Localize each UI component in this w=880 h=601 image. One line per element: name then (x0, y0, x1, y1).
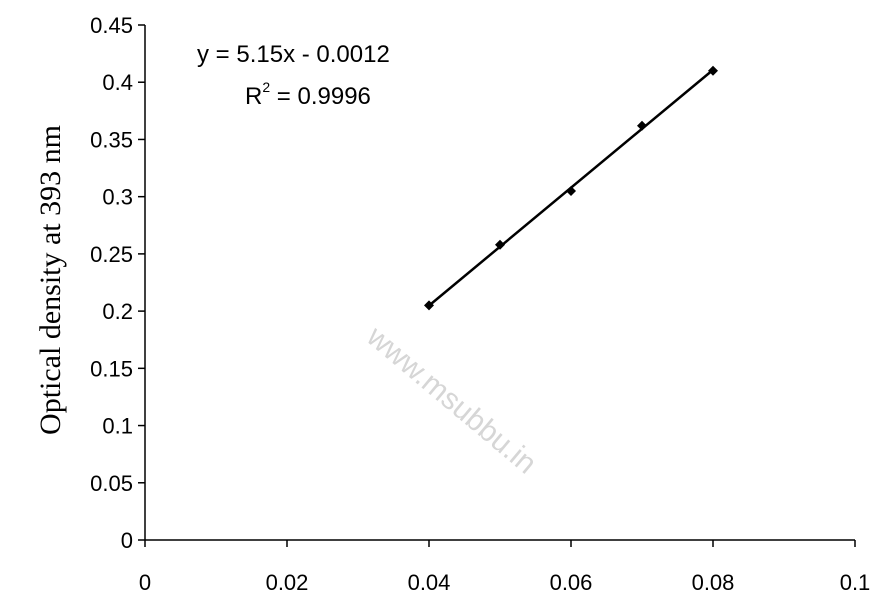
x-tick-label: 0 (139, 570, 151, 595)
y-tick-label: 0.05 (90, 471, 133, 496)
r-squared-label: R2 = 0.9996 (245, 79, 371, 110)
x-tick-label: 0.1 (840, 570, 871, 595)
data-point (424, 300, 434, 311)
trendline-equation: y = 5.15x - 0.0012 (197, 41, 390, 68)
watermark: www.msubbu.in (360, 319, 543, 480)
x-tick-label: 0.06 (550, 570, 593, 595)
x-axis-ticks: 0 0.02 0.04 0.06 0.08 0.1 (139, 540, 870, 595)
data-points (424, 65, 718, 311)
r-squared-value: = 0.9996 (270, 83, 371, 110)
x-tick-label: 0.08 (692, 570, 735, 595)
y-tick-label: 0 (121, 528, 133, 553)
y-tick-label: 0.25 (90, 242, 133, 267)
y-tick-label: 0.4 (102, 70, 133, 95)
data-point (637, 120, 647, 131)
r-squared-exponent: 2 (262, 79, 270, 95)
x-tick-label: 0.02 (266, 570, 309, 595)
y-axis-label: Optical density at 393 nm (34, 125, 67, 435)
data-point (708, 65, 718, 76)
r-squared-prefix: R (245, 83, 262, 110)
y-tick-label: 0.2 (102, 299, 133, 324)
data-point (566, 185, 576, 196)
y-tick-label: 0.1 (102, 414, 133, 439)
y-tick-label: 0.3 (102, 185, 133, 210)
data-point (495, 239, 505, 250)
axes (144, 25, 855, 541)
y-tick-label: 0.45 (90, 13, 133, 38)
y-tick-label: 0.15 (90, 356, 133, 381)
y-axis-ticks: 0 0.05 0.1 0.15 0.2 0.25 0.3 0.35 0.4 0.45 (90, 13, 145, 553)
y-tick-label: 0.35 (90, 127, 133, 152)
x-tick-label: 0.04 (408, 570, 451, 595)
